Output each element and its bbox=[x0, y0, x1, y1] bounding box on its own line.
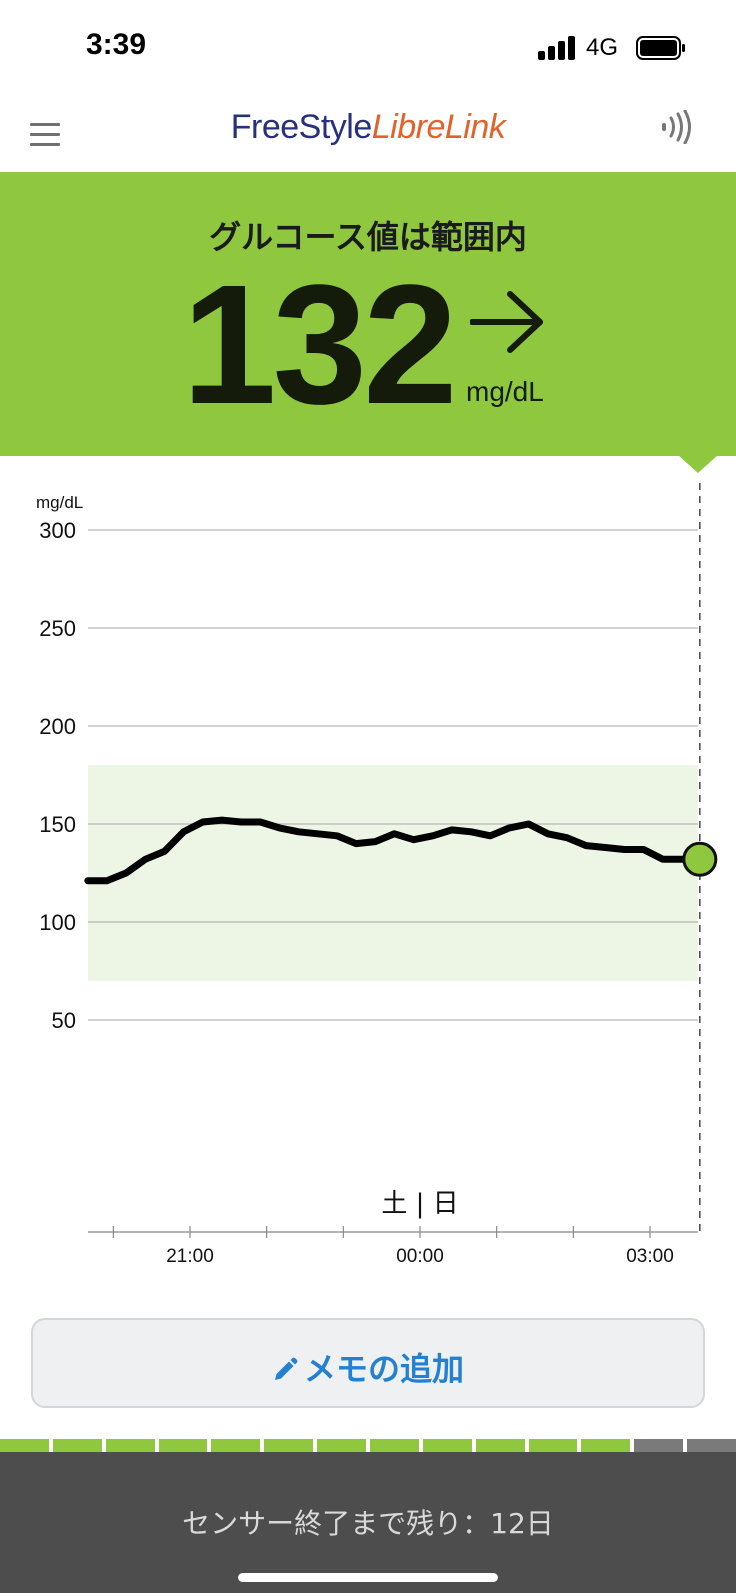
x-tick-label: 21:00 bbox=[166, 1246, 214, 1267]
sensor-scan-icon[interactable] bbox=[662, 110, 696, 144]
glucose-banner: グルコース値は範囲内 132 mg/dL bbox=[0, 172, 736, 456]
glucose-chart: mg/dL5010015020025030035021:0000:0003:00… bbox=[0, 480, 736, 1270]
sensor-day-segment bbox=[634, 1439, 684, 1452]
y-tick-label: 250 bbox=[39, 616, 76, 641]
sensor-day-segment bbox=[105, 1439, 155, 1452]
x-tick-label: 03:00 bbox=[626, 1246, 674, 1267]
glucose-unit: mg/dL bbox=[466, 376, 544, 407]
sensor-day-segment bbox=[211, 1439, 261, 1452]
sensor-day-segment bbox=[264, 1439, 314, 1452]
add-memo-content: メモの追加 bbox=[33, 1344, 703, 1390]
hamburger-menu-icon[interactable] bbox=[30, 123, 60, 147]
add-memo-label: メモの追加 bbox=[303, 1350, 464, 1388]
add-memo-button[interactable]: メモの追加 bbox=[31, 1318, 705, 1408]
sensor-life-bar bbox=[0, 1439, 736, 1452]
y-tick-label: 300 bbox=[39, 518, 76, 543]
y-axis-unit-label: mg/dL bbox=[36, 493, 83, 512]
cellular-signal-icon bbox=[538, 36, 576, 60]
glucose-chart-svg: mg/dL5010015020025030035021:0000:0003:00… bbox=[36, 480, 718, 1267]
y-tick-label: 200 bbox=[39, 714, 76, 739]
y-tick-label: 50 bbox=[52, 1008, 76, 1033]
brand-logo-part2: LibreLink bbox=[371, 108, 506, 146]
brand-logo: FreeStyleLibreLink bbox=[0, 108, 736, 147]
sensor-day-segment bbox=[475, 1439, 525, 1452]
sensor-day-segment bbox=[317, 1439, 366, 1452]
app-header: FreeStyleLibreLink bbox=[0, 96, 736, 172]
y-tick-label: 100 bbox=[39, 910, 76, 935]
sensor-remaining-text: センサー終了まで残り：12日 bbox=[182, 1507, 554, 1540]
sensor-day-segment bbox=[528, 1439, 578, 1452]
sensor-day-segment bbox=[158, 1439, 208, 1452]
network-type: 4G bbox=[586, 34, 619, 61]
glucose-line bbox=[84, 816, 704, 885]
day-divider-label: 土 | 日 bbox=[381, 1189, 458, 1219]
home-indicator[interactable] bbox=[238, 1573, 498, 1582]
sensor-day-segment bbox=[687, 1439, 736, 1452]
status-bar: 3:39 4G bbox=[0, 0, 736, 96]
glucose-reading-value: 132 bbox=[182, 250, 458, 440]
sensor-footer: センサー終了まで残り：12日 bbox=[0, 1452, 736, 1593]
pencil-icon bbox=[274, 1357, 298, 1380]
sensor-day-segment bbox=[581, 1439, 631, 1452]
sensor-day-segment bbox=[370, 1439, 419, 1452]
status-time: 3:39 bbox=[86, 28, 147, 61]
sensor-day-segment bbox=[422, 1439, 472, 1452]
glucose-status-text: グルコース値は範囲内 bbox=[209, 218, 527, 256]
trend-arrow-right-icon bbox=[470, 291, 543, 353]
current-glucose-marker bbox=[682, 841, 718, 877]
sensor-day-segment bbox=[0, 1439, 49, 1452]
x-tick-label: 00:00 bbox=[396, 1246, 444, 1267]
y-tick-label: 150 bbox=[39, 812, 76, 837]
banner-pointer bbox=[678, 455, 718, 473]
sensor-day-segment bbox=[52, 1439, 102, 1452]
battery-icon bbox=[636, 36, 685, 60]
brand-logo-part1: FreeStyle bbox=[230, 108, 373, 146]
target-range-band bbox=[88, 765, 698, 981]
